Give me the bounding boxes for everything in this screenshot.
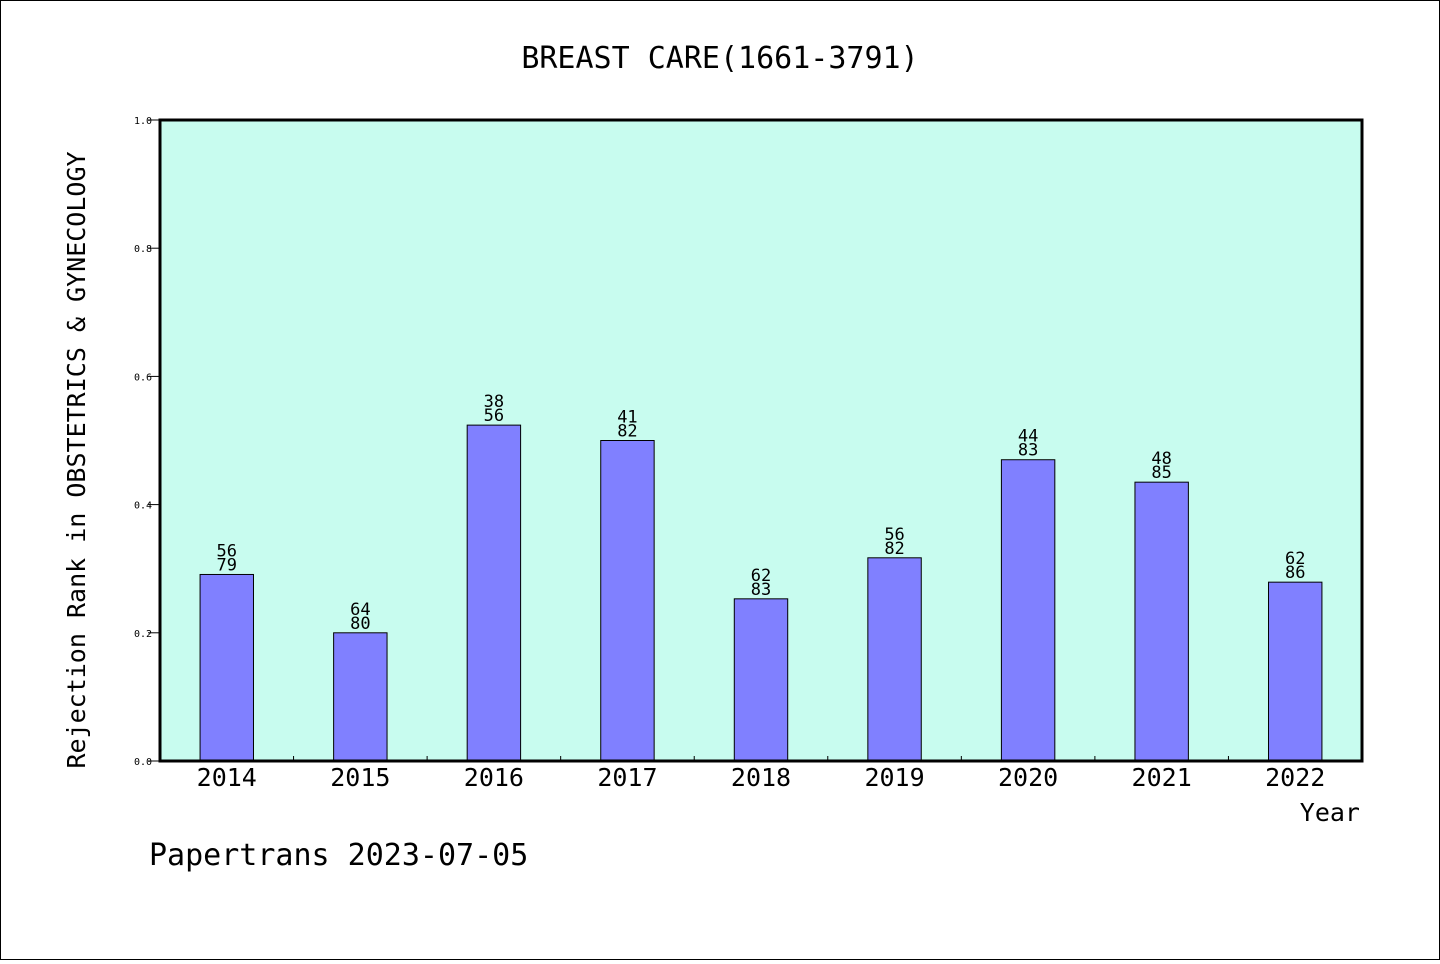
chart-title: BREAST CARE(1661-3791): [521, 41, 918, 76]
x-tick-label: 2018: [731, 763, 791, 792]
bar-label-bottom: 82: [884, 539, 904, 559]
x-tick-label: 2019: [864, 763, 924, 792]
x-tick-label: 2014: [197, 763, 257, 792]
y-tick-label: 0.8: [134, 244, 152, 255]
x-tick-label: 2021: [1132, 763, 1192, 792]
bar-label-top: 56: [884, 525, 904, 545]
x-tick-label: 2020: [998, 763, 1058, 792]
x-tick-label: 2016: [464, 763, 524, 792]
x-tick-label: 2017: [597, 763, 657, 792]
bar-label-top: 44: [1018, 427, 1038, 447]
bar-label-top: 62: [1285, 549, 1305, 569]
y-tick-label: 0.0: [134, 757, 152, 768]
bar-label-bottom: 79: [217, 555, 237, 575]
bar: [1134, 481, 1189, 762]
bar-label-bottom: 85: [1151, 463, 1171, 483]
y-tick-label: 1.0: [134, 116, 152, 127]
bar-label-bottom: 83: [1018, 441, 1038, 461]
bar: [466, 424, 522, 762]
bar: [733, 598, 789, 762]
bar-label-bottom: 56: [484, 406, 504, 426]
bar: [867, 557, 922, 762]
bar-label-top: 64: [350, 600, 370, 620]
y-tick-label: 0.4: [134, 501, 152, 512]
bar-label-top: 56: [217, 541, 237, 561]
bar-label-bottom: 83: [751, 580, 771, 600]
y-axis-title: Rejection Rank in OBSTETRICS & GYNECOLOG…: [62, 151, 91, 768]
x-axis: 2014 2015 2016 2017 2018 2019 2020 2021 2022: [197, 756, 1325, 792]
footer-text: Papertrans 2023-07-05: [149, 838, 528, 873]
bar: [1268, 581, 1323, 762]
bar: [199, 573, 254, 762]
y-tick-label: 0.2: [134, 629, 152, 640]
bar: [333, 632, 388, 762]
bar: [600, 440, 655, 762]
x-axis-title: Year: [1300, 798, 1360, 827]
bar-label-top: 48: [1151, 449, 1171, 469]
x-tick-label: 2015: [330, 763, 390, 792]
x-tick-label: 2022: [1265, 763, 1325, 792]
bar-label-top: 38: [484, 392, 504, 412]
bar-label-bottom: 80: [350, 614, 370, 634]
bar-label-bottom: 86: [1285, 563, 1305, 583]
bar: [1000, 459, 1056, 762]
bars: [199, 424, 1323, 762]
bar-label-top: 62: [751, 566, 771, 586]
bar-label-bottom: 82: [617, 422, 637, 442]
y-axis: 0.0 0.2 0.4 0.6 0.8 1.0: [134, 116, 160, 768]
bar-label-top: 41: [617, 408, 637, 428]
y-tick-label: 0.6: [134, 372, 152, 383]
plot-border: [158, 118, 1364, 763]
